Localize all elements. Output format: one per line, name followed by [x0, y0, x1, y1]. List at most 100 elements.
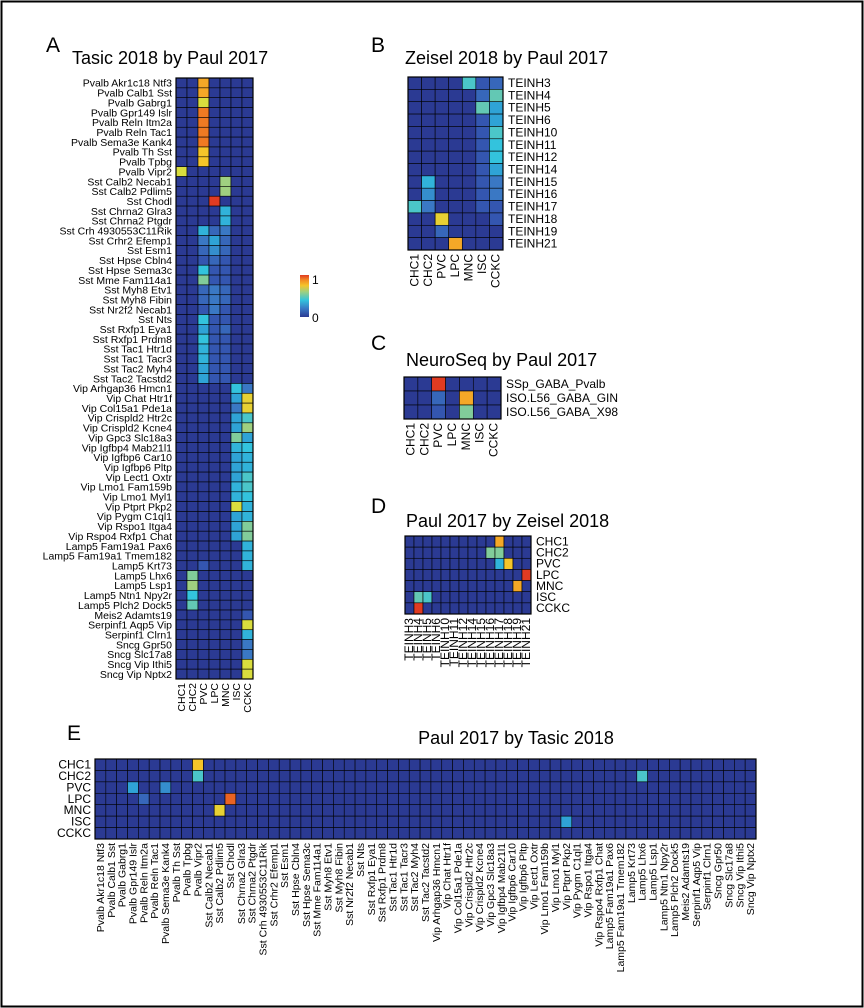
heatmap-cell — [421, 150, 436, 164]
heatmap-cell — [582, 804, 594, 817]
heatmap-cell — [208, 658, 221, 670]
heatmap-cell — [376, 770, 388, 783]
heatmap-cell — [571, 770, 583, 783]
heatmap-cell — [723, 827, 735, 840]
heatmap-cell — [690, 781, 703, 794]
heatmap-cell — [690, 770, 703, 783]
heatmap-cell — [175, 156, 188, 167]
heatmap-cell — [475, 76, 490, 90]
heatmap-cell — [413, 535, 424, 548]
heatmap-cell — [560, 758, 573, 771]
heatmap-border — [175, 77, 254, 680]
heatmap-cell — [658, 827, 670, 840]
heatmap-cell — [506, 827, 518, 840]
heatmap-cell — [658, 781, 670, 794]
heatmap-cell — [473, 827, 486, 840]
heatmap-cell — [148, 815, 161, 828]
row-label-pvc: PVC — [66, 780, 91, 794]
heatmap-cell — [116, 758, 128, 771]
heatmap-cell — [197, 442, 210, 453]
heatmap-cell — [571, 792, 583, 806]
heatmap-cell — [175, 609, 188, 621]
heatmap-cell — [417, 390, 433, 406]
heatmap-cell — [230, 126, 243, 138]
heatmap-cell — [175, 590, 188, 601]
heatmap-cell — [197, 521, 210, 532]
heatmap-cell — [506, 804, 518, 817]
col-label-cckc: CCKC — [489, 254, 503, 288]
heatmap-cell — [376, 758, 388, 771]
heatmap-cell — [230, 491, 243, 502]
row-label-vip-arhgap36-hmcn1: Vip Arhgap36 Hmcn1 — [73, 383, 172, 395]
col-label-vip-arhgap36-hmcn1: Vip Arhgap36 Hmcn1 — [431, 843, 443, 942]
heatmap-cell — [452, 792, 464, 806]
heatmap-cell — [440, 591, 451, 604]
heatmap-cell — [528, 770, 540, 783]
heatmap-cell — [461, 126, 477, 140]
heatmap-cell — [614, 804, 627, 817]
heatmap-cell — [230, 412, 243, 424]
heatmap-cell — [403, 390, 419, 406]
heatmap-cell — [419, 792, 432, 806]
heatmap-cell — [241, 530, 254, 542]
heatmap-cell — [175, 560, 188, 571]
heatmap-cell — [186, 353, 199, 365]
heatmap-cell — [398, 758, 410, 771]
heatmap-cell — [419, 827, 432, 840]
heatmap-cell — [679, 758, 692, 771]
heatmap-cell — [241, 491, 254, 502]
heatmap-cell — [538, 815, 551, 828]
heatmap-cell — [208, 314, 221, 325]
heatmap-cell — [472, 390, 488, 406]
heatmap-cell — [127, 758, 139, 771]
heatmap-cell — [560, 792, 573, 806]
heatmap-cell — [701, 770, 713, 783]
col-label-vip-col15a1-pde1a: Vip Col15a1 Pde1a — [453, 843, 465, 933]
heatmap-cell — [404, 557, 415, 570]
col-label-sncg-gpr50: Sncg Gpr50 — [713, 843, 725, 899]
heatmap-cell — [387, 792, 399, 806]
heatmap-cell — [208, 570, 221, 581]
heatmap-cell — [197, 402, 210, 414]
heatmap-cell — [208, 511, 221, 522]
row-label-isc: ISC — [536, 590, 556, 604]
col-label-chc1: CHC1 — [176, 683, 188, 712]
heatmap-cell — [219, 126, 232, 138]
heatmap-cell — [503, 535, 514, 548]
heatmap-cell — [208, 274, 221, 286]
row-label-chc2: CHC2 — [58, 769, 91, 783]
heatmap-cell — [593, 827, 605, 840]
heatmap-cell — [489, 138, 504, 152]
heatmap-cell — [431, 569, 442, 581]
col-label-sst-esm1: Sst Esm1 — [279, 843, 291, 888]
heatmap-cell — [208, 442, 221, 453]
heatmap-cell — [219, 658, 232, 670]
heatmap-cell — [208, 146, 221, 158]
heatmap-cell — [197, 166, 210, 177]
col-label-pvalb-reln-tac1: Pvalb Reln Tac1 — [149, 843, 161, 919]
row-label-teinh18: TEINH18 — [508, 212, 558, 226]
heatmap-cell — [467, 602, 478, 615]
heatmap-cell — [148, 827, 161, 840]
heatmap-cell — [300, 827, 313, 840]
heatmap-cell — [208, 324, 221, 335]
heatmap-cell — [413, 591, 424, 604]
heatmap-border — [94, 758, 757, 840]
col-label-sst-myh8-fibin: Sst Myh8 Fibin — [333, 843, 345, 913]
heatmap-cell — [208, 402, 221, 414]
heatmap-cell — [404, 546, 415, 559]
row-label-sst-chrna2-glra3: Sst Chrna2 Glra3 — [91, 206, 172, 218]
heatmap-cell — [175, 658, 188, 670]
heatmap-cell — [322, 781, 334, 794]
heatmap-cell — [434, 212, 450, 226]
heatmap-cell — [278, 804, 291, 817]
heatmap-cell — [175, 186, 188, 197]
heatmap-cell — [186, 225, 199, 236]
heatmap-cell — [138, 781, 150, 794]
heatmap-cell — [230, 176, 243, 187]
heatmap-cell — [241, 639, 254, 650]
heatmap-cell — [175, 511, 188, 522]
heatmap-cell — [230, 264, 243, 276]
heatmap-cell — [440, 535, 451, 548]
heatmap-cell — [208, 166, 221, 177]
